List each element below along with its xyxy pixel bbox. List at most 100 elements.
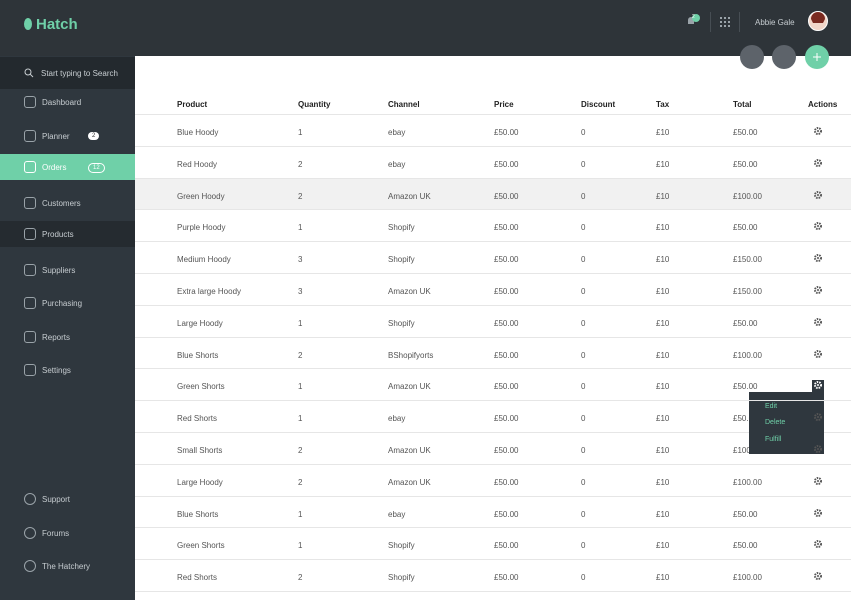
table-cell: £50.00	[494, 159, 519, 169]
logo-icon	[24, 18, 32, 30]
table-cell: £10	[656, 255, 670, 265]
table-row[interactable]: Extra large Hoody 3 Amazon UK £50.00 0 £10 £15…	[135, 274, 851, 306]
menu-item[interactable]: Delete	[765, 419, 786, 426]
menu-item[interactable]: Edit	[765, 403, 778, 410]
table-cell: Red Shorts	[177, 573, 218, 583]
table-cell: Shopify	[388, 541, 415, 551]
menu-item[interactable]: Fulfill	[765, 436, 782, 443]
nav-item[interactable]: Dashboard	[0, 89, 135, 115]
gear-icon[interactable]	[813, 158, 823, 168]
gear-icon[interactable]	[813, 285, 823, 295]
nav-item[interactable]: Reports	[0, 324, 135, 350]
add-button[interactable]	[805, 45, 829, 69]
gear-icon[interactable]	[813, 190, 823, 200]
column-header[interactable]: Total	[733, 100, 752, 109]
column-header[interactable]: Discount	[581, 100, 616, 109]
gear-icon[interactable]	[813, 253, 823, 263]
table-cell: Amazon UK	[388, 191, 431, 201]
table-cell: £50.00	[733, 541, 758, 551]
gear-icon[interactable]	[813, 221, 823, 231]
table-row[interactable]: Small Shorts 2 Amazon UK £50.00 0 £10 £100.00	[135, 433, 851, 465]
nav-item[interactable]: Purchasing	[0, 290, 135, 316]
table-row[interactable]: Green Shorts 1 Amazon UK £50.00 0 £10 £50.00	[135, 369, 851, 402]
table-row[interactable]: Large Hoody 1 Shopify £50.00 0 £10 £50.00	[135, 306, 851, 338]
table-cell: Blue Shorts	[177, 509, 219, 519]
table-cell: £10	[656, 414, 670, 424]
nav-item[interactable]: Suppliers	[0, 257, 135, 283]
header-rule	[135, 114, 851, 115]
table-cell: 0	[581, 191, 586, 201]
apps-icon[interactable]	[720, 17, 730, 27]
column-header[interactable]: Actions	[808, 100, 838, 109]
gear-icon[interactable]	[813, 126, 823, 136]
table-cell: 0	[581, 573, 586, 583]
table-cell: 0	[581, 223, 586, 233]
table-cell: 1	[298, 414, 303, 424]
gear-icon[interactable]	[813, 444, 823, 454]
nav-item[interactable]: Settings	[0, 357, 135, 383]
nav-item[interactable]: Customers	[0, 190, 135, 216]
table-cell: Amazon UK	[388, 477, 431, 487]
nav-item[interactable]: Planner 2	[0, 123, 135, 149]
column-header[interactable]: Quantity	[298, 100, 331, 109]
table-cell: 2	[298, 573, 303, 583]
table-cell: £10	[656, 541, 670, 551]
table-cell: Amazon UK	[388, 287, 431, 296]
gear-icon[interactable]	[813, 539, 823, 549]
table-row[interactable]: Red Shorts 1 ebay £50.00 0 £10 £50.00	[135, 401, 851, 433]
table-cell: £10	[656, 128, 670, 137]
top-bar	[0, 0, 851, 56]
column-header[interactable]: Tax	[656, 100, 670, 109]
search-bar[interactable]: Start typing to Search	[0, 57, 135, 89]
filter-button[interactable]	[740, 45, 764, 69]
table-cell: £10	[656, 191, 670, 201]
table-cell: £50.00	[494, 255, 519, 265]
table-cell: £100.00	[733, 191, 762, 201]
brand[interactable]: Hatch	[36, 16, 78, 33]
nav-item[interactable]: Orders 12	[0, 154, 135, 180]
nav-item[interactable]: The Hatchery	[0, 553, 135, 579]
nav-icon	[24, 228, 36, 240]
table-cell: £50.00	[733, 414, 758, 424]
gear-icon[interactable]	[813, 571, 823, 581]
user-name[interactable]: Abbie Gale	[755, 18, 795, 27]
nav-item[interactable]: Forums	[0, 520, 135, 546]
table-row[interactable]: Red Hoody 2 ebay £50.00 0 £10 £50.00	[135, 147, 851, 179]
avatar[interactable]	[808, 11, 828, 31]
column-header[interactable]: Product	[177, 100, 208, 109]
table-row[interactable]: Green Hoody 2 Amazon UK £50.00 0 £10 £100.00	[135, 178, 851, 211]
plus-icon	[813, 53, 821, 61]
column-header[interactable]: Channel	[388, 100, 420, 109]
table-cell: £10	[656, 159, 670, 169]
gear-icon[interactable]	[813, 508, 823, 518]
gear-icon[interactable]	[813, 349, 823, 359]
gear-icon[interactable]	[813, 317, 823, 327]
column-header[interactable]: Price	[494, 100, 514, 109]
nav-item[interactable]: Products	[0, 221, 135, 247]
divider	[739, 12, 740, 32]
table-row[interactable]: Blue Hoody 1 ebay £50.00 0 £10 £50.00	[135, 115, 851, 147]
nav-icon	[24, 129, 36, 142]
table-cell: £150.00	[733, 255, 762, 265]
table-cell: ebay	[388, 128, 406, 137]
table-row[interactable]: Green Shorts 1 Shopify £50.00 0 £10 £50.00	[135, 528, 851, 561]
table-row[interactable]: Blue Shorts 1 ebay £50.00 0 £10 £50.00	[135, 497, 851, 529]
table-row[interactable]: Blue Shorts 2 BShopifyorts £50.00 0 £10 £100.0…	[135, 338, 851, 370]
table-row[interactable]: Medium Hoody 3 Shopify £50.00 0 £10 £150.00	[135, 242, 851, 274]
table-row[interactable]: Large Hoody 2 Amazon UK £50.00 0 £10 £100.00	[135, 465, 851, 497]
table-row[interactable]: Red Shorts 2 Shopify £50.00 0 £10 £100.00	[135, 560, 851, 592]
gear-icon[interactable]	[813, 476, 823, 486]
nav-label: Reports	[42, 332, 71, 342]
settings-button[interactable]	[772, 45, 796, 69]
notification-icon[interactable]	[684, 12, 704, 28]
table-cell: 0	[581, 414, 586, 424]
table-cell: Amazon UK	[388, 446, 431, 455]
notification-count: 2	[692, 14, 695, 20]
nav-item[interactable]: Support	[0, 486, 135, 512]
table-cell: £10	[656, 318, 670, 328]
gear-icon[interactable]	[813, 380, 823, 390]
gear-icon[interactable]	[813, 412, 823, 422]
table-cell: £50.00	[494, 446, 519, 455]
table-row[interactable]: Purple Hoody 1 Shopify £50.00 0 £10 £50.00	[135, 210, 851, 243]
